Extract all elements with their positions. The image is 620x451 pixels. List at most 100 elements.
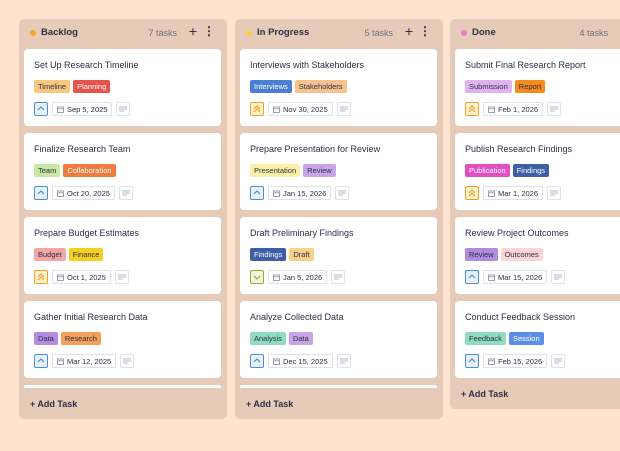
- add-task[interactable]: + Add Task: [30, 399, 78, 409]
- card-title: Publish Research Findings: [465, 144, 573, 154]
- due-date[interactable]: Nov 30, 2025: [268, 102, 333, 116]
- task-card[interactable]: Set Up Research Timeline Timeline Planning…: [24, 49, 221, 126]
- priority-icon[interactable]: [250, 354, 264, 368]
- card-title: Conduct Feedback Session: [465, 312, 576, 322]
- calendar-icon: [488, 274, 495, 281]
- description-icon[interactable]: [116, 102, 131, 116]
- due-date[interactable]: Oct 1, 2025: [52, 270, 111, 284]
- task-card[interactable]: Submit Final Research Report Submission Re…: [455, 49, 620, 126]
- card-title: Review Project Outcomes: [465, 228, 569, 238]
- priority-icon[interactable]: [465, 102, 479, 116]
- task-card[interactable]: Prepare Presentation for Review Presentat…: [240, 133, 437, 210]
- due-date[interactable]: Mar 15, 2026: [483, 270, 548, 284]
- calendar-icon: [273, 190, 280, 197]
- task-card[interactable]: Finalize Research Team Team Collaboration O…: [24, 133, 221, 210]
- lines-icon: [550, 190, 559, 196]
- task-card[interactable]: Publish Research Findings Publication Find…: [455, 133, 620, 210]
- tag: Review: [465, 248, 498, 261]
- task-card[interactable]: Draft Preliminary Findings Findings Draft J…: [240, 217, 437, 294]
- tag: Presentation: [250, 164, 301, 177]
- add-task[interactable]: + Add Task: [461, 389, 509, 399]
- card-title: Finalize Research Team: [34, 144, 131, 154]
- description-icon[interactable]: [120, 354, 135, 368]
- task-card[interactable]: Conduct Feedback Session Feedback Session F…: [455, 301, 620, 378]
- priority-icon[interactable]: [465, 186, 479, 200]
- tag: Interviews: [250, 80, 292, 93]
- tag: Data: [288, 332, 313, 345]
- add-button[interactable]: +: [404, 23, 413, 39]
- task-count: 5 tasks: [364, 28, 393, 38]
- task-card[interactable]: Review Project Outcomes Review Outcomes Mar…: [455, 217, 620, 294]
- chevron: [37, 190, 45, 195]
- description-icon[interactable]: [335, 186, 350, 200]
- add-task[interactable]: + Add Task: [246, 399, 294, 409]
- priority-icon[interactable]: [34, 186, 48, 200]
- add-button[interactable]: +: [188, 23, 197, 39]
- date-text: Oct 20, 2025: [67, 188, 110, 198]
- tag: Findings: [250, 248, 287, 261]
- priority-icon[interactable]: [34, 270, 48, 284]
- priority-icon[interactable]: [250, 186, 264, 200]
- lines-icon: [119, 106, 128, 112]
- tag-list: Findings Draft: [250, 248, 314, 261]
- tag: Review: [303, 164, 336, 177]
- tag: Stakeholders: [294, 80, 347, 93]
- next-card: [240, 385, 437, 388]
- description-icon[interactable]: [551, 270, 566, 284]
- description-icon[interactable]: [551, 354, 566, 368]
- description-icon[interactable]: [118, 186, 133, 200]
- column-header: In Progress 5 tasks + ⋮: [235, 19, 443, 47]
- tag: Research: [60, 332, 101, 345]
- date-text: Mar 1, 2026: [498, 188, 539, 198]
- date-text: Mar 15, 2026: [498, 272, 543, 282]
- due-date[interactable]: Jan 15, 2026: [268, 186, 332, 200]
- card-footer: Mar 12, 2025: [34, 354, 135, 368]
- date-text: Feb 1, 2026: [498, 104, 539, 114]
- due-date[interactable]: Mar 1, 2026: [483, 186, 544, 200]
- description-icon[interactable]: [547, 102, 562, 116]
- lines-icon: [121, 190, 130, 196]
- tag: Submission: [465, 80, 512, 93]
- description-icon[interactable]: [336, 354, 351, 368]
- status-dot: [30, 30, 36, 36]
- priority-icon[interactable]: [34, 354, 48, 368]
- task-card[interactable]: Prepare Budget Estimates Budget Finance Oct…: [24, 217, 221, 294]
- tag-list: Interviews Stakeholders: [250, 80, 347, 93]
- tag: Outcomes: [500, 248, 543, 261]
- menu-button[interactable]: ⋮: [203, 24, 215, 38]
- due-date[interactable]: Feb 15, 2026: [483, 354, 548, 368]
- tag-list: Analysis Data: [250, 332, 313, 345]
- priority-icon[interactable]: [465, 354, 479, 368]
- tag: Publication: [465, 164, 510, 177]
- due-date[interactable]: Jan 5, 2026: [268, 270, 328, 284]
- tag: Timeline: [34, 80, 71, 93]
- task-card[interactable]: Interviews with Stakeholders Interviews St…: [240, 49, 437, 126]
- card-footer: Oct 1, 2025: [34, 270, 129, 284]
- priority-icon[interactable]: [250, 102, 264, 116]
- tag-list: Publication Findings: [465, 164, 550, 177]
- chevron: [468, 105, 476, 113]
- task-card[interactable]: Analyze Collected Data Analysis Data Dec 15…: [240, 301, 437, 378]
- task-card[interactable]: Gather Initial Research Data Data Research…: [24, 301, 221, 378]
- date-text: Jan 15, 2026: [283, 188, 327, 198]
- priority-icon[interactable]: [250, 270, 264, 284]
- lines-icon: [123, 358, 132, 364]
- due-date[interactable]: Mar 12, 2025: [52, 354, 117, 368]
- due-date[interactable]: Oct 20, 2025: [52, 186, 115, 200]
- priority-icon[interactable]: [34, 102, 48, 116]
- due-date[interactable]: Dec 15, 2025: [268, 354, 333, 368]
- menu-button[interactable]: ⋮: [419, 24, 431, 38]
- due-date[interactable]: Sep 5, 2025: [52, 102, 113, 116]
- column-title: Done: [472, 27, 496, 38]
- description-icon[interactable]: [114, 270, 129, 284]
- priority-icon[interactable]: [465, 270, 479, 284]
- due-date[interactable]: Feb 1, 2026: [483, 102, 544, 116]
- card-footer: Nov 30, 2025: [250, 102, 351, 116]
- description-icon[interactable]: [336, 102, 351, 116]
- description-icon[interactable]: [547, 186, 562, 200]
- date-text: Oct 1, 2025: [67, 272, 106, 282]
- description-icon[interactable]: [331, 270, 346, 284]
